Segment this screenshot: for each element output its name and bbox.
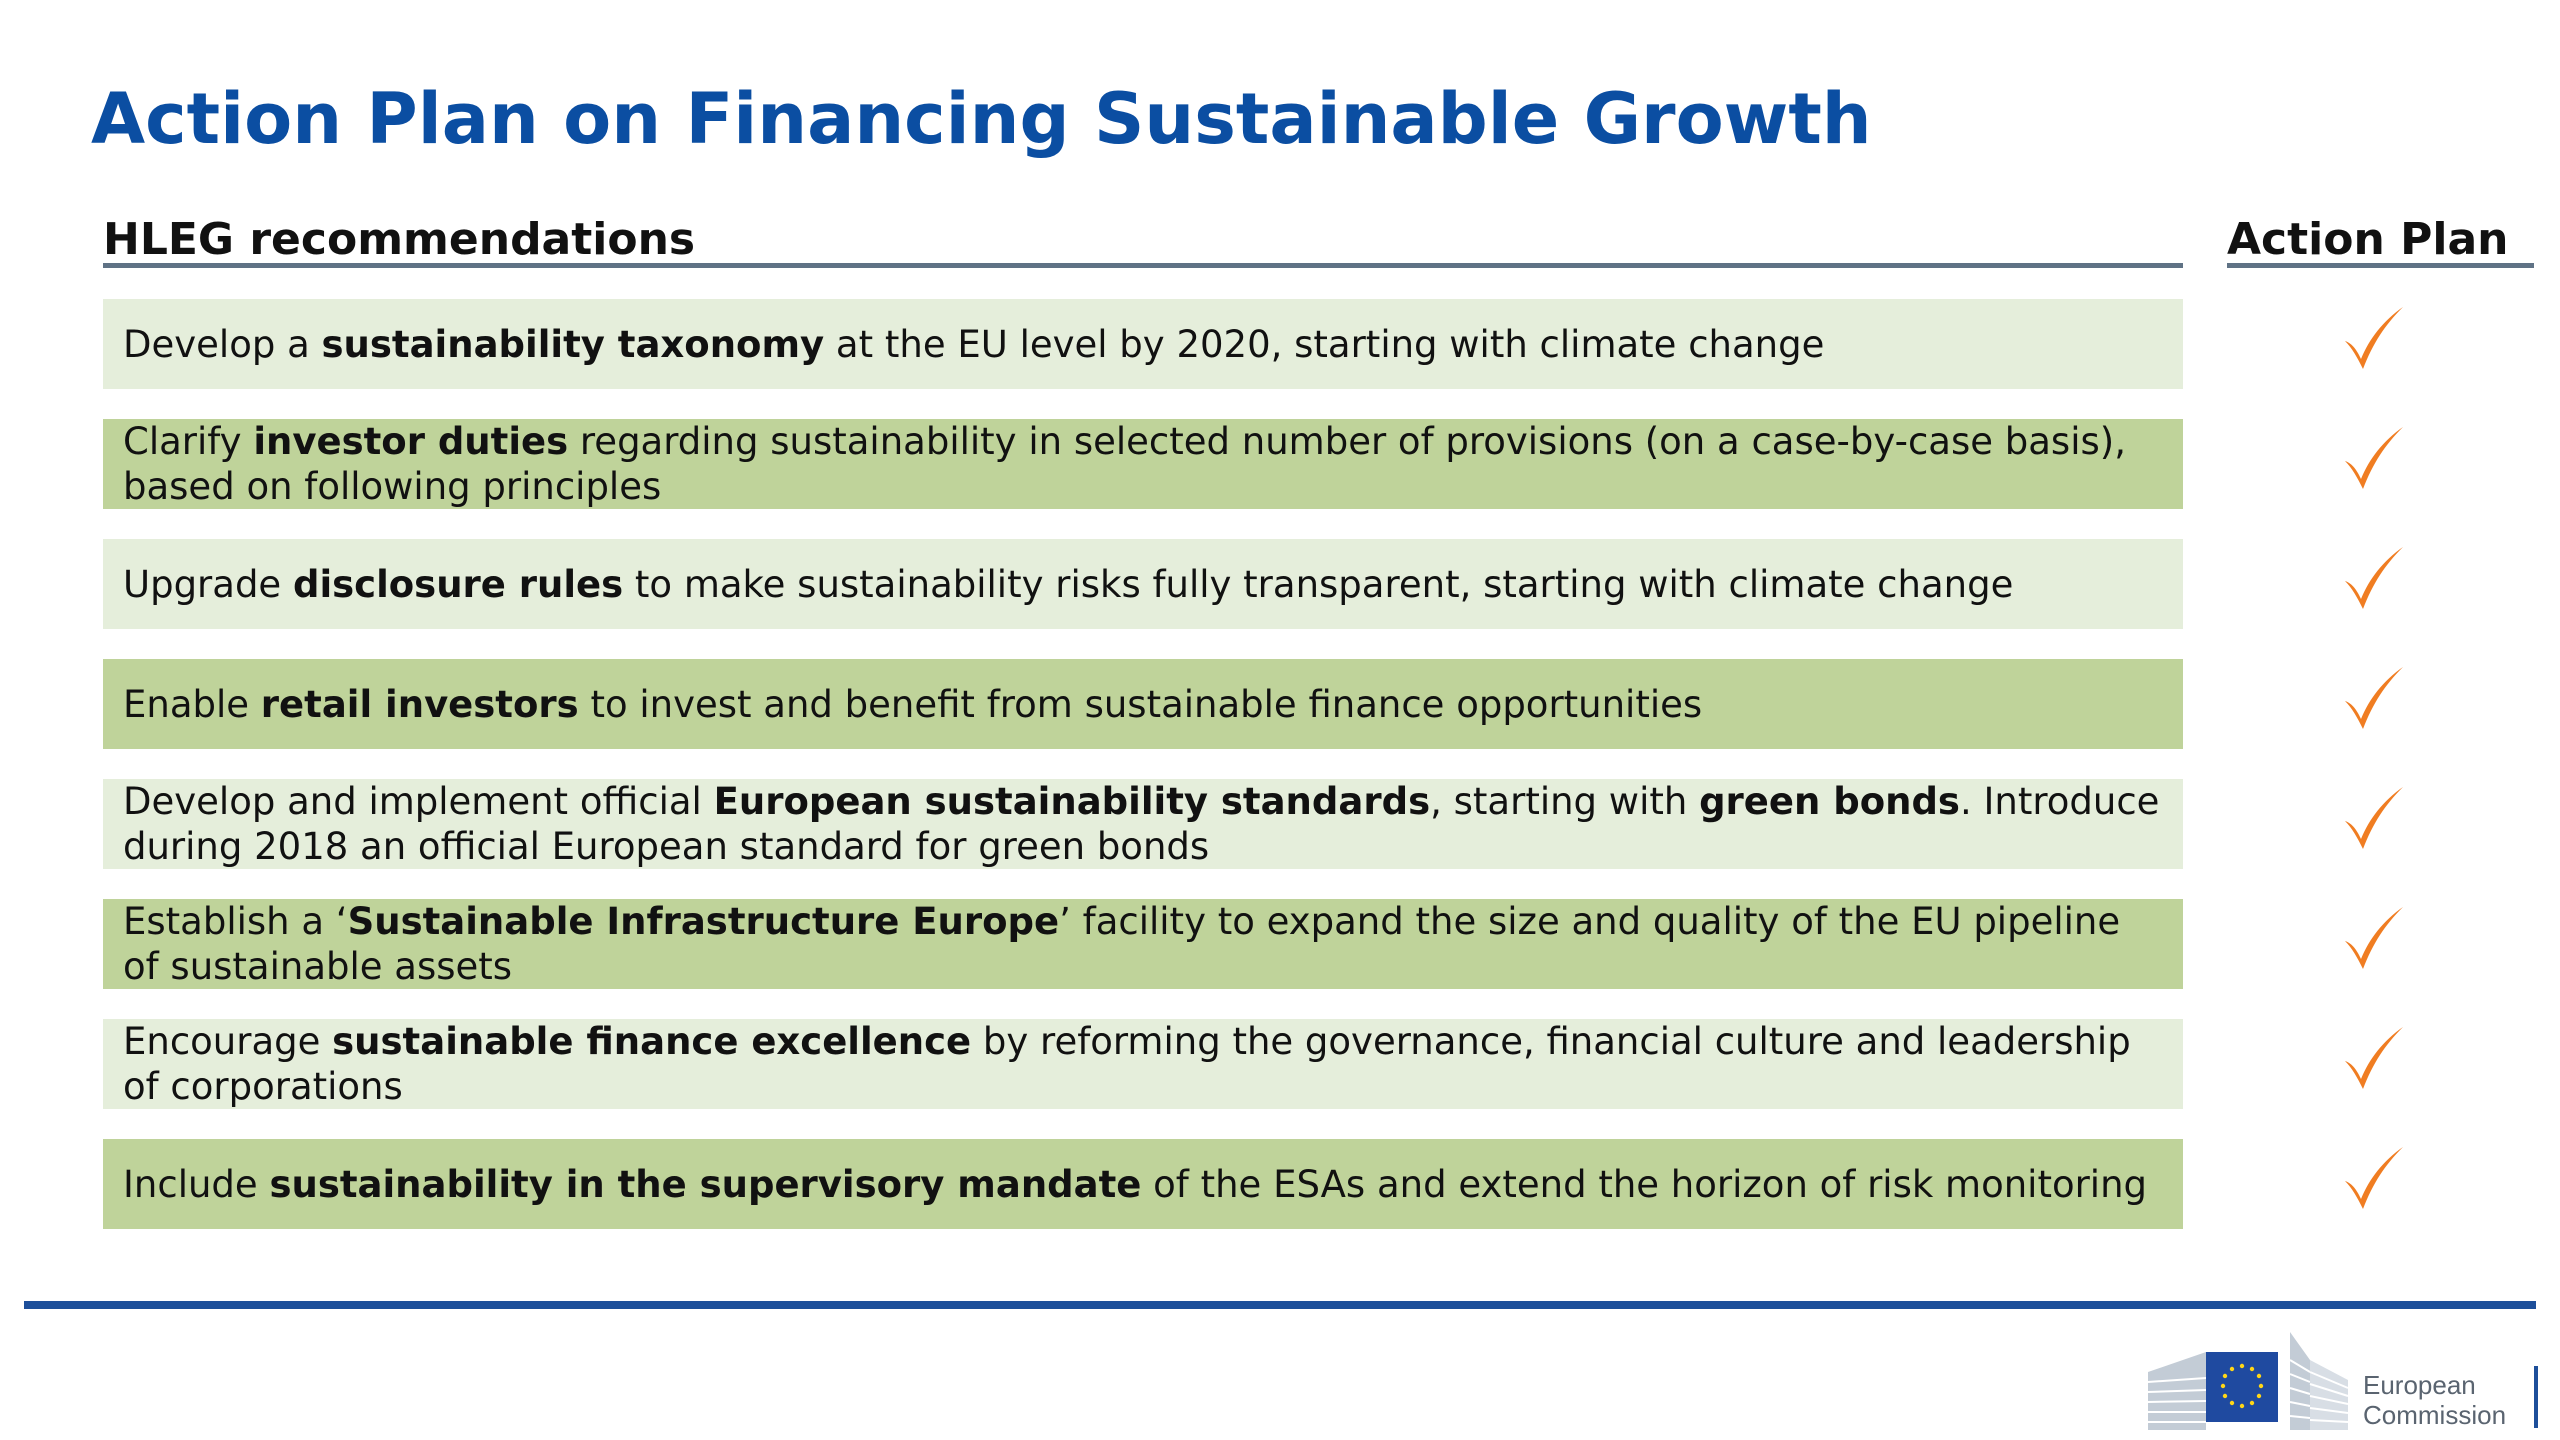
recommendation-text-segment: Upgrade <box>123 562 293 606</box>
recommendation-row: Establish a ‘Sustainable Infrastructure … <box>103 899 2183 989</box>
recommendation-text-segment: Develop and implement official <box>123 780 714 823</box>
recommendation-keyword: sustainability in the supervisory mandat… <box>269 1162 1142 1206</box>
checkmark-icon <box>2345 427 2403 489</box>
checkmark-icon <box>2345 547 2403 609</box>
recommendation-row: Upgrade disclosure rules to make sustain… <box>103 539 2183 629</box>
recommendation-keyword: investor duties <box>253 420 569 463</box>
recommendation-keyword: Sustainable Infrastructure Europe <box>347 900 1060 943</box>
recommendation-keyword: sustainability taxonomy <box>321 322 825 366</box>
checkmark-icon <box>2345 1027 2403 1089</box>
recommendation-row: Develop a sustainability taxonomy at the… <box>103 299 2183 389</box>
action-plan-column-header: Action Plan <box>2227 214 2509 265</box>
recommendation-text: Upgrade disclosure rules to make sustain… <box>123 562 2013 607</box>
recommendation-text-segment: Clarify <box>123 420 254 463</box>
checkmark-icon <box>2345 307 2403 369</box>
european-commission-logo <box>2148 1332 2349 1430</box>
recommendation-text-segment: to make sustainability risks fully trans… <box>623 562 2014 606</box>
recommendation-keyword: retail investors <box>260 682 579 726</box>
recommendation-text-segment: by reforming the governance, financial c… <box>123 1020 2131 1108</box>
recommendation-text: Include sustainability in the supervisor… <box>123 1162 2147 1207</box>
action-plan-header-rule <box>2227 263 2534 268</box>
recommendation-row: Develop and implement official European … <box>103 779 2183 869</box>
logo-line-1: European <box>2363 1370 2476 1400</box>
recommendations-header-rule <box>103 263 2183 268</box>
checkmark-icon <box>2345 787 2403 849</box>
recommendation-keyword: sustainable finance excellence <box>332 1020 972 1063</box>
footer-divider <box>24 1301 2536 1309</box>
recommendation-keyword: green bonds <box>1699 780 1960 823</box>
recommendation-row: Include sustainability in the supervisor… <box>103 1139 2183 1229</box>
recommendation-text-segment: Develop a <box>123 322 322 366</box>
recommendation-text-segment: ’ facility to expand the size and qualit… <box>123 900 2121 988</box>
recommendation-text: Establish a ‘Sustainable Infrastructure … <box>123 899 2163 989</box>
recommendation-text-segment: Include <box>123 1162 270 1206</box>
recommendation-text: Develop a sustainability taxonomy at the… <box>123 322 1824 367</box>
checkmark-icon <box>2345 667 2403 729</box>
recommendation-text: Enable retail investors to invest and be… <box>123 682 1702 727</box>
recommendations-column-header: HLEG recommendations <box>103 214 696 265</box>
recommendation-text-segment: . Introduce during 2018 an official Euro… <box>123 780 2160 868</box>
recommendation-text-segment: , starting with <box>1430 780 1700 823</box>
page-title: Action Plan on Financing Sustainable Gro… <box>91 78 1872 160</box>
recommendation-row: Encourage sustainable finance excellence… <box>103 1019 2183 1109</box>
logo-accent-bar <box>2534 1366 2538 1428</box>
recommendation-row: Clarify investor duties regarding sustai… <box>103 419 2183 509</box>
recommendation-row: Enable retail investors to invest and be… <box>103 659 2183 749</box>
recommendation-text: Develop and implement official European … <box>123 779 2163 869</box>
logo-wordmark: European Commission <box>2363 1370 2506 1430</box>
recommendation-text-segment: Enable <box>123 682 261 726</box>
recommendation-text-segment: of the ESAs and extend the horizon of ri… <box>1141 1162 2148 1206</box>
recommendation-text-segment: at the EU level by 2020, starting with c… <box>824 322 1825 366</box>
recommendation-keyword: disclosure rules <box>292 562 624 606</box>
recommendation-text-segment: regarding sustainability in selected num… <box>123 420 2126 508</box>
recommendation-text: Clarify investor duties regarding sustai… <box>123 419 2163 509</box>
recommendation-text-segment: to invest and benefit from sustainable f… <box>578 682 1703 726</box>
checkmark-icon <box>2345 1147 2403 1209</box>
recommendation-text-segment: Encourage <box>123 1020 333 1063</box>
checkmark-icon <box>2345 907 2403 969</box>
recommendation-text: Encourage sustainable finance excellence… <box>123 1019 2163 1109</box>
logo-line-2: Commission <box>2363 1400 2507 1430</box>
recommendation-keyword: European sustainability standards <box>713 780 1431 823</box>
recommendation-text-segment: Establish a ‘ <box>123 900 348 943</box>
